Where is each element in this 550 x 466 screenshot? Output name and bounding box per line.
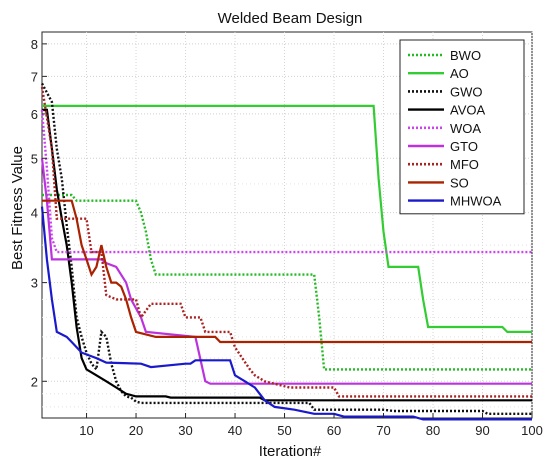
x-tick-label: 40 [228,423,242,438]
y-tick-label: 5 [31,151,38,166]
y-tick-label: 2 [31,374,38,389]
series-line-avoa [42,108,532,402]
legend-label: SO [450,175,469,190]
legend-label: MFO [450,157,479,172]
y-axis-ticks: 2 3 4 5 6 7 8 [31,37,47,389]
x-tick-label: 50 [277,423,291,438]
legend-label: AO [450,66,469,81]
legend-label: GTO [450,139,478,154]
legend-label: MHWOA [450,194,502,209]
y-tick-label: 4 [31,206,38,221]
series-lines [40,82,532,421]
x-tick-label: 100 [521,423,543,438]
legend-label: AVOA [450,103,485,118]
y-tick-label: 8 [31,37,38,52]
legend-label: WOA [450,121,481,136]
x-tick-label: 10 [79,423,93,438]
series-line-mfo [40,86,532,398]
x-axis-label: Iteration# [259,443,322,460]
series-line-gto [40,158,532,385]
y-tick-label: 7 [31,69,38,84]
x-tick-label: 80 [426,423,440,438]
x-tick-label: 30 [178,423,192,438]
legend: BWO AO GWO AVOA WOA GTO MFO SO MHWOA [399,39,525,215]
series-line-woa [40,109,532,254]
legend-label: BWO [450,48,481,63]
x-axis-ticks: 10 20 30 40 50 60 70 80 90 100 [79,413,543,438]
y-tick-label: 6 [31,107,38,122]
x-tick-label: 70 [376,423,390,438]
series-line-ao [42,104,532,333]
legend-label: GWO [450,84,483,99]
x-tick-label: 60 [327,423,341,438]
y-tick-label: 3 [31,276,38,291]
chart-title: Welded Beam Design [218,10,363,27]
x-tick-label: 20 [129,423,143,438]
series-line-mhwoa [40,206,532,421]
y-axis-label: Best Fitness Value [9,146,26,270]
series-line-so [42,199,532,344]
x-tick-label: 90 [475,423,489,438]
